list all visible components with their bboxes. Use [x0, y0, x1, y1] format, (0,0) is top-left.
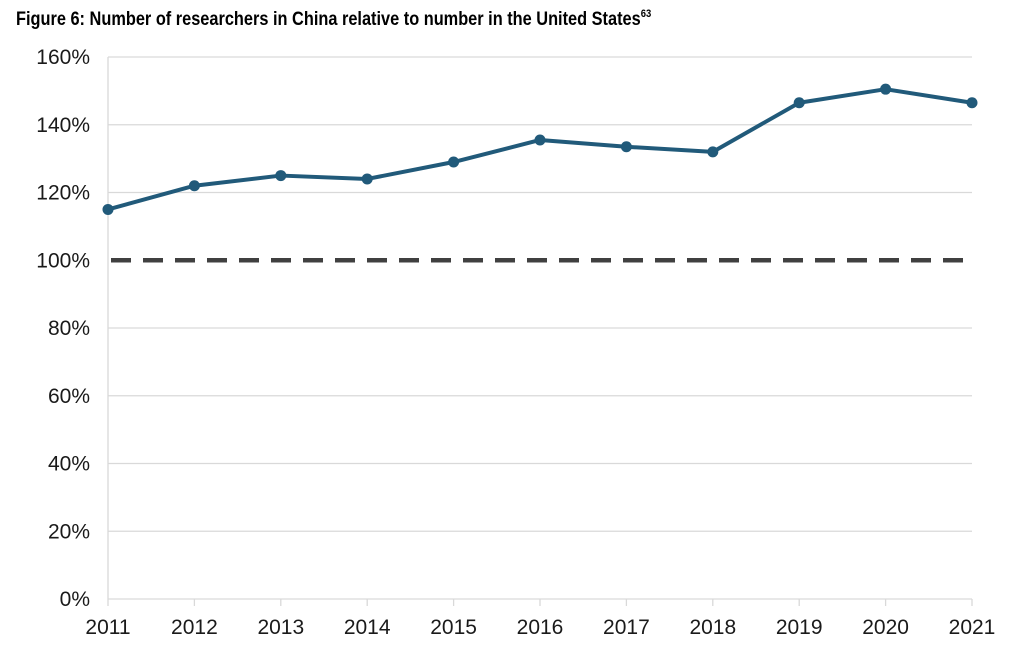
x-tick-label-2019: 2019: [776, 616, 823, 639]
data-point-2011: [102, 203, 114, 215]
x-axis-tick-labels: 2011 2012 2013 2014 2015 2016 2017 2018 2019 2020…: [85, 616, 995, 639]
chart-title-text: Figure 6: Number of researchers in China…: [16, 9, 641, 30]
y-tick-label-100: 100%: [36, 249, 90, 272]
data-point-2020: [880, 83, 892, 95]
x-tick-label-2016: 2016: [517, 616, 564, 639]
y-tick-label-0: 0%: [60, 588, 90, 611]
x-tick-label-2011: 2011: [85, 616, 130, 639]
data-point-2021: [966, 97, 978, 109]
x-tick-label-2017: 2017: [603, 616, 650, 639]
y-tick-label-40: 40%: [48, 453, 90, 476]
gridlines: [108, 56, 972, 532]
y-tick-label-60: 60%: [48, 385, 90, 408]
data-point-2019: [793, 97, 805, 109]
chart-title: Figure 6: Number of researchers in China…: [16, 8, 651, 31]
series-line-0: [106, 87, 974, 212]
data-point-2012: [188, 180, 200, 192]
axes: [107, 57, 973, 606]
data-point-2016: [534, 134, 546, 146]
y-tick-label-20: 20%: [48, 520, 90, 543]
y-tick-label-160: 160%: [36, 46, 90, 69]
x-tick-label-2012: 2012: [171, 616, 218, 639]
data-point-2015: [448, 156, 460, 168]
x-tick-label-2021: 2021: [949, 616, 996, 639]
x-tick-label-2013: 2013: [257, 616, 304, 639]
y-tick-label-80: 80%: [48, 317, 90, 340]
series-group: [102, 83, 978, 215]
x-tick-label-2018: 2018: [689, 616, 736, 639]
x-tick-label-2014: 2014: [344, 616, 391, 639]
y-tick-label-140: 140%: [36, 114, 90, 137]
data-point-2013: [275, 170, 287, 182]
data-point-2014: [361, 173, 373, 185]
x-tick-label-2020: 2020: [862, 616, 909, 639]
data-point-2018: [707, 146, 719, 158]
x-tick-label-2015: 2015: [430, 616, 477, 639]
title-footnote: 63: [640, 8, 652, 20]
y-axis-tick-labels: 0% 20% 40% 60% 80% 100% 120% 140% 160%: [36, 46, 90, 611]
data-point-2017: [620, 141, 632, 153]
y-tick-label-120: 120%: [36, 182, 90, 205]
